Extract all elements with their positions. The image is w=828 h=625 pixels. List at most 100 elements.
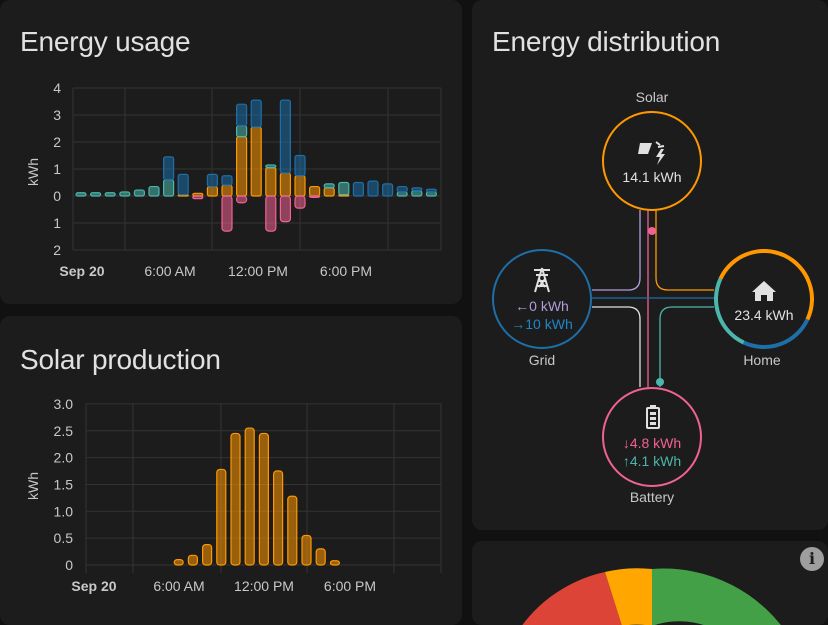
usage-bar-battery-out xyxy=(89,192,102,197)
y-tick-label: 0 xyxy=(65,557,73,573)
solar-bar xyxy=(258,432,269,566)
usage-bar-grid xyxy=(425,188,437,193)
solar-bar xyxy=(202,543,213,566)
usage-bar-grid xyxy=(206,173,218,188)
flow-grid-battery xyxy=(592,306,641,387)
distribution-flow-lines xyxy=(592,210,714,387)
solar-bar xyxy=(287,495,298,566)
solar-bar xyxy=(187,554,198,566)
usage-bar-grid xyxy=(250,99,262,128)
solar-label: Solar xyxy=(635,89,669,105)
usage-bar-battery-in xyxy=(221,195,233,232)
gauge-chart xyxy=(522,568,781,625)
flow-dot-battery-home xyxy=(656,378,664,386)
y-tick-label: 3 xyxy=(53,107,61,123)
gauge-segment-red xyxy=(522,572,622,625)
arrow-right-icon: → xyxy=(511,316,526,332)
solar-node[interactable]: 14.1 kWh xyxy=(602,111,702,211)
home-value: 23.4 kWh xyxy=(734,307,794,323)
usage-bar-solar xyxy=(309,185,321,197)
usage-bar-battery-in xyxy=(236,195,248,204)
usage-bar-grid xyxy=(163,156,175,181)
usage-bar-grid xyxy=(411,187,423,192)
y-tick-label: 2 xyxy=(53,242,61,258)
self-sufficiency-gauge-card: i xyxy=(472,541,828,625)
arrow-up-icon: ↑ xyxy=(622,453,630,469)
x-tick-label: Sep 20 xyxy=(59,263,104,279)
energy-distribution-card: Energy distribution Solar 14.1 kWh ←0 kW… xyxy=(472,0,828,530)
usage-bar-grid xyxy=(279,99,291,174)
usage-bar-grid xyxy=(367,180,379,197)
x-tick-label: 6:00 PM xyxy=(324,578,376,594)
usage-bar-grid xyxy=(221,175,233,186)
solar-bar xyxy=(244,427,255,566)
solar-bar xyxy=(173,559,184,566)
x-tick-label: 6:00 PM xyxy=(320,263,372,279)
grid-in-value: ←0 kWh xyxy=(515,298,569,314)
usage-bar-battery-out xyxy=(323,183,335,189)
usage-bar-battery-in xyxy=(279,195,291,223)
x-tick-label: 12:00 PM xyxy=(234,578,294,594)
y-tick-label: 0 xyxy=(53,188,61,204)
usage-bar-battery-in xyxy=(294,195,306,209)
battery-out-value: ↓4.8 kWh xyxy=(622,435,682,451)
usage-bar-solar xyxy=(206,185,218,197)
arrow-left-icon: ← xyxy=(515,298,530,314)
solar-bar xyxy=(315,548,326,566)
energy-usage-card: Energy usage 4 3 2 1 0 1 2 kWh Sep 20 6:00 AM 12:0… xyxy=(0,0,462,304)
y-tick-label: 1 xyxy=(53,215,61,231)
solar-bar xyxy=(301,534,312,566)
solar-power-icon xyxy=(638,141,665,165)
info-icon[interactable]: i xyxy=(800,547,824,571)
gauge-segment-yellow xyxy=(605,568,652,625)
usage-bar-battery-out xyxy=(133,189,145,197)
home-node[interactable]: 23.4 kWh xyxy=(699,234,828,364)
usage-bar-battery-out xyxy=(148,185,160,197)
usage-bar-battery-out xyxy=(265,164,277,169)
transmission-tower-icon xyxy=(534,267,550,293)
battery-node[interactable]: ↓4.8 kWh ↑4.1 kWh xyxy=(602,387,702,487)
grid-node[interactable]: ←0 kWh →10 kWh xyxy=(492,249,592,349)
grid-out-value: →10 kWh xyxy=(511,316,573,332)
x-tick-label: 6:00 AM xyxy=(144,263,195,279)
usage-bar-battery-out xyxy=(236,125,248,138)
solar-bar xyxy=(230,432,241,566)
battery-label: Battery xyxy=(629,489,675,505)
y-axis-label: kWh xyxy=(25,158,41,186)
usage-bar-grid xyxy=(177,173,189,196)
usage-bar-battery-out xyxy=(119,191,131,197)
home-label: Home xyxy=(743,352,781,368)
home-icon xyxy=(752,281,776,301)
usage-bar-battery-in xyxy=(265,195,277,232)
usage-bar-grid xyxy=(396,185,408,193)
usage-bar-solar xyxy=(265,167,277,197)
gauge-segment-green xyxy=(652,568,781,625)
usage-bar-solar xyxy=(236,136,248,197)
usage-bar-battery-out xyxy=(425,191,437,197)
usage-bar-grid xyxy=(382,183,394,197)
usage-bar-grid xyxy=(236,103,248,127)
y-tick-label: 4 xyxy=(53,80,61,96)
y-tick-label: 1 xyxy=(53,161,61,177)
x-tick-label: Sep 20 xyxy=(71,578,116,594)
solar-bar xyxy=(329,560,340,566)
usage-bar-battery-in xyxy=(309,195,321,198)
usage-bar-grid xyxy=(294,154,306,177)
solar-bar xyxy=(216,468,227,566)
x-tick-label: 6:00 AM xyxy=(153,578,204,594)
usage-bar-solar xyxy=(323,187,335,197)
energy-usage-chart[interactable]: 4 3 2 1 0 1 2 kWh Sep 20 6:00 AM 12:00 PM 6:00 PM xyxy=(0,0,462,304)
y-tick-label: 1.5 xyxy=(54,476,74,492)
flow-solar-grid xyxy=(592,210,641,291)
flow-solar-home xyxy=(655,210,714,291)
solar-value: 14.1 kWh xyxy=(622,169,682,185)
flow-dot-solar-battery xyxy=(648,227,656,235)
usage-bar-solar xyxy=(279,172,291,197)
arrow-down-icon: ↓ xyxy=(622,435,630,451)
usage-bar-grid xyxy=(352,181,364,197)
grid-label: Grid xyxy=(528,352,556,368)
y-tick-label: 1.0 xyxy=(54,503,74,519)
x-tick-label: 12:00 PM xyxy=(228,263,288,279)
solar-production-chart[interactable]: 3.0 2.5 2.0 1.5 1.0 0.5 0 kWh Sep 20 6:00 AM 12:00… xyxy=(0,316,462,625)
y-tick-label: 2.0 xyxy=(54,450,74,466)
